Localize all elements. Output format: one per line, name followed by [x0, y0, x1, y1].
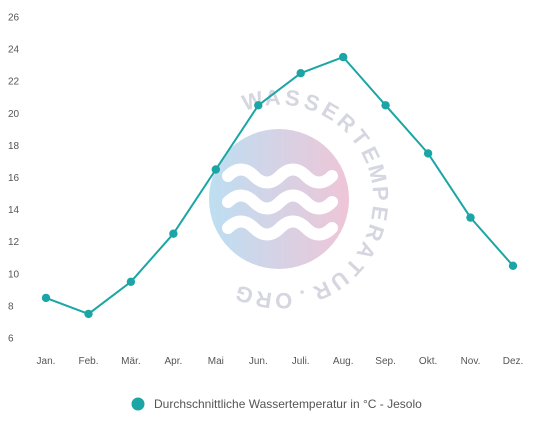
- x-axis: Jan. Feb. Mär. Apr. Mai Jun. Juli. Aug. Sep. Okt.…: [37, 356, 524, 367]
- y-tick-label: 12: [8, 237, 20, 248]
- y-tick-label: 26: [8, 13, 20, 24]
- x-tick-label: Jan.: [37, 356, 56, 367]
- data-point-1[interactable]: [41, 293, 51, 303]
- y-tick-label: 20: [8, 109, 20, 120]
- x-tick-label: Mär.: [121, 356, 140, 367]
- data-point-6[interactable]: [254, 101, 263, 110]
- data-point-10[interactable]: [423, 149, 433, 158]
- legend: Durchschnittliche Wassertemperatur in °C…: [131, 397, 422, 411]
- legend-label: Durchschnittliche Wassertemperatur in °C…: [154, 397, 422, 411]
- data-point-11[interactable]: [466, 213, 475, 222]
- y-tick-label: 18: [8, 141, 20, 152]
- x-tick-label: Mai: [208, 356, 224, 367]
- y-tick-label: 6: [8, 334, 14, 345]
- x-tick-label: Sep.: [375, 356, 396, 367]
- watermark-letter: O: [275, 288, 293, 314]
- x-tick-label: Aug.: [333, 356, 354, 367]
- y-tick-label: 14: [8, 205, 20, 216]
- watermark-waves: [222, 163, 338, 241]
- y-tick-label: 10: [8, 269, 20, 280]
- y-tick-label: 24: [8, 45, 20, 56]
- series-line: [45, 56, 514, 315]
- watermark-letter: P: [368, 185, 394, 201]
- legend-swatch: [131, 397, 145, 411]
- x-tick-label: Jun.: [249, 356, 268, 367]
- watermark-letter: E: [366, 204, 393, 222]
- x-tick-label: Juli.: [292, 356, 310, 367]
- watermark-letter: W: [239, 86, 266, 116]
- watermark-letter: S: [284, 85, 302, 112]
- watermark-letter: .: [298, 285, 310, 311]
- watermark-letter: A: [264, 85, 282, 111]
- y-tick-label: 22: [8, 77, 20, 88]
- data-point-5[interactable]: [211, 165, 220, 174]
- x-tick-label: Okt.: [419, 356, 437, 367]
- watermark-letter: G: [232, 280, 257, 309]
- data-point-12[interactable]: [508, 261, 518, 270]
- data-point-2[interactable]: [84, 309, 93, 319]
- watermark-letter: M: [363, 162, 392, 186]
- y-axis: 6 8 10 12 14 16 18 20 22 24 26: [8, 13, 20, 345]
- data-point-7[interactable]: [296, 69, 305, 78]
- x-tick-label: Dez.: [503, 356, 524, 367]
- data-point-8[interactable]: [339, 52, 348, 62]
- x-tick-label: Apr.: [165, 356, 183, 367]
- series-layer: [41, 52, 518, 319]
- y-tick-label: 8: [8, 301, 14, 312]
- data-point-3[interactable]: [126, 277, 136, 286]
- x-tick-label: Nov.: [461, 356, 481, 367]
- y-tick-label: 16: [8, 173, 20, 184]
- x-tick-label: Feb.: [78, 356, 98, 367]
- data-point-4[interactable]: [169, 229, 178, 238]
- watermark-letter: R: [254, 286, 274, 313]
- data-point-9[interactable]: [381, 101, 390, 110]
